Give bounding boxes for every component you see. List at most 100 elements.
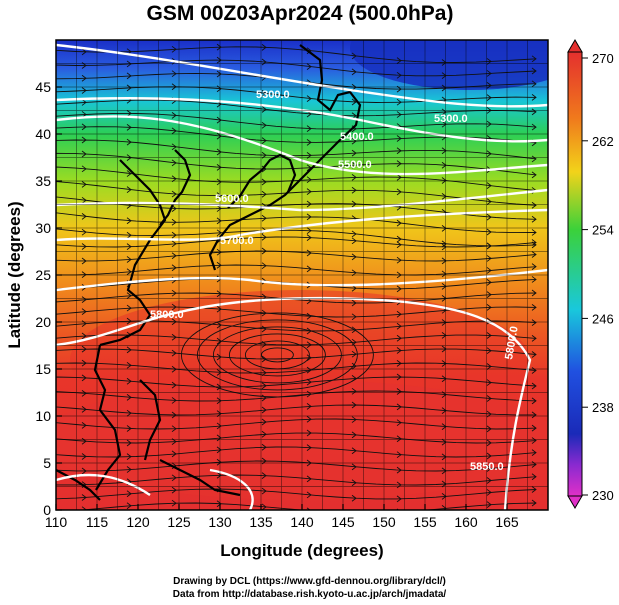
drawing-credit: Drawing by DCL (https://www.gfd-dennou.o… [173,576,446,587]
streamline-arrow [216,422,222,430]
streamline-arrow [261,247,267,255]
streamline-arrow [171,190,177,198]
streamline-arrow [216,321,222,329]
streamline-arrow [261,190,267,198]
streamline-arrow [306,234,312,242]
streamline-arrow [216,148,222,156]
streamline [56,460,537,472]
streamline-arrow [351,284,357,292]
streamline-arrow [261,89,267,97]
streamline-arrow [306,213,312,221]
streamline [56,362,537,374]
streamline-arrow [261,430,267,438]
streamline-arrow [171,70,177,78]
streamline-arrow [306,188,312,196]
streamline-arrow [171,381,177,389]
streamline-arrow [306,227,312,235]
streamline-arrow [441,240,447,248]
streamline-arrow [396,435,402,443]
streamline-arrow [531,239,537,246]
y-tick-label: 20 [35,314,51,330]
streamline-arrow [126,439,132,447]
x-tick-label: 160 [454,514,478,530]
streamline-arrow [126,123,132,131]
streamline [56,86,537,103]
streamline-arrow [531,263,537,271]
streamline-arrow [81,453,87,460]
streamline-arrow [486,70,492,77]
streamline-arrow [441,345,447,353]
streamline-arrow [486,452,492,460]
y-tick-label: 15 [35,361,51,377]
streamline-arrow [396,160,402,168]
streamline-arrow [351,479,357,487]
streamline-arrow [396,334,402,342]
streamline-arrow [396,403,402,411]
streamline-arrow [441,282,447,290]
streamline-arrow [261,233,267,241]
streamline-arrow [396,310,402,318]
streamline-arrow [261,178,267,186]
streamline-arrow [306,429,312,437]
x-tick-label: 145 [331,514,355,530]
streamline-arrow [126,256,132,263]
streamline-arrow [81,74,87,82]
streamline [56,99,537,117]
streamline-arrow [261,503,267,510]
streamline-arrow [126,409,132,417]
streamline-arrow [531,449,537,456]
streamline-arrow [396,71,402,79]
streamline-arrow [396,322,402,330]
streamline-arrow [306,341,312,349]
streamline-arrow [81,345,87,353]
streamline-arrow [396,173,402,181]
streamline-arrow [216,205,222,212]
streamline-arrow [81,467,87,475]
streamline-arrow [216,410,222,418]
x-tick-label: 130 [208,514,232,530]
streamline-arrow [81,99,87,106]
streamline-arrow [126,453,132,461]
streamline-arrow [306,415,312,423]
streamline-arrow [441,467,447,475]
streamline-arrow [261,58,267,66]
y-tick-label: 10 [35,408,51,424]
streamline-arrow [81,271,87,278]
streamline-arrow [261,394,267,402]
streamline-arrow [126,425,132,432]
x-tick-label: 125 [167,514,191,530]
streamline-arrow [486,291,492,298]
streamline-arrow [81,359,87,367]
streamline-arrow [441,407,447,415]
streamline-arrow [81,374,87,382]
streamline-arrow [171,499,177,507]
streamline-arrow [396,135,402,142]
streamline-arrow [531,473,537,481]
y-tick-label: 45 [35,79,51,95]
x-tick-label: 165 [495,514,519,530]
streamline-arrow [531,201,537,209]
streamline-arrow [81,87,87,94]
streamline-arrow [216,290,222,298]
streamline-arrow [306,354,312,362]
streamline-arrow [486,379,492,386]
streamline-arrow [81,494,87,501]
streamline-arrow [531,461,537,468]
streamline-arrow [216,261,222,269]
streamline [56,376,537,388]
streamline-arrow [306,95,312,102]
streamline [56,390,537,402]
streamline-arrow [261,418,267,426]
streamline-arrow [306,312,312,320]
streamline-arrow [126,138,132,146]
streamline-arrow [171,218,177,226]
streamline-arrow [441,360,447,367]
streamline-arrow [531,229,537,236]
streamline-arrow [81,165,87,173]
streamline-arrow [441,270,447,278]
streamline-arrow [531,251,537,258]
streamline-arrow [486,182,492,190]
streamline-arrow [171,397,177,404]
y-axis-label: Latitude (degrees) [5,201,24,348]
streamline-arrow [306,475,312,483]
